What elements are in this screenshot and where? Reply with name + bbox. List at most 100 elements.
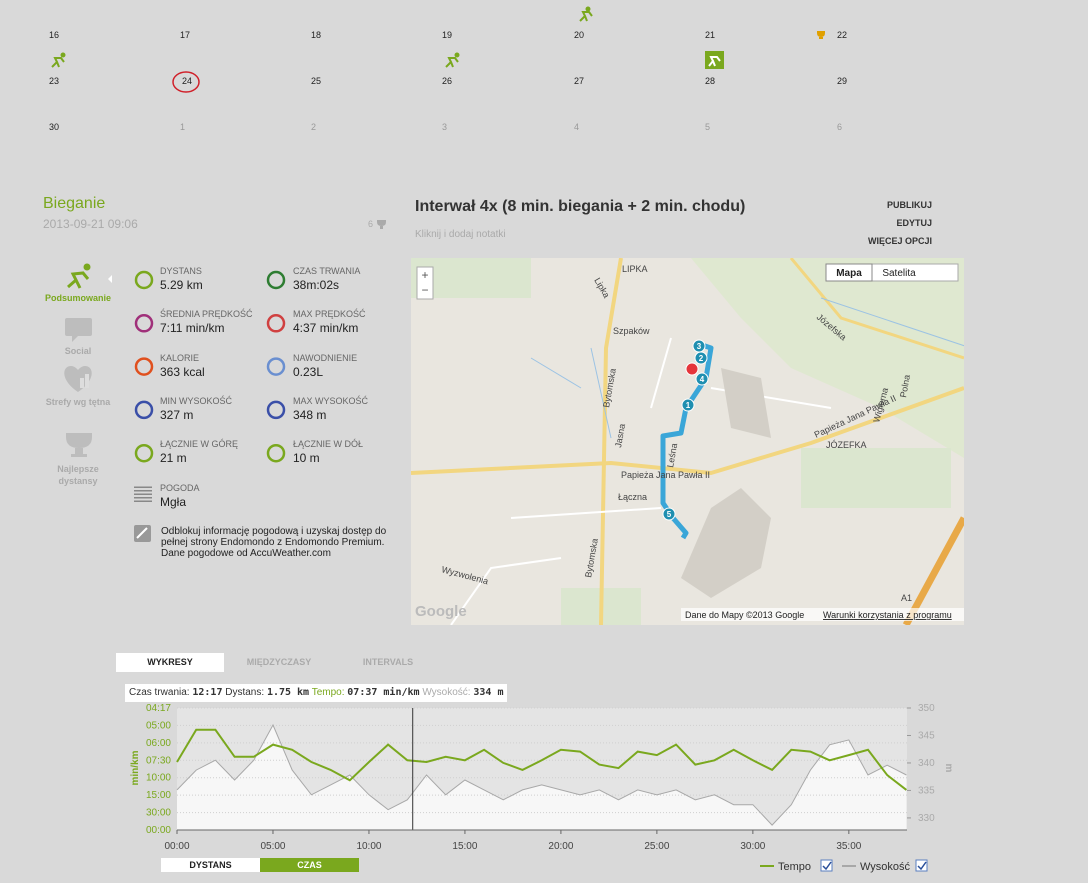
weather-text: Odblokuj informację pogodową i uzyskaj d… xyxy=(161,526,387,548)
y2-tick-label: 350 xyxy=(918,703,935,714)
info-value: 334 m xyxy=(473,687,504,698)
weather-source[interactable]: Dane pogodowe od AccuWeather.com xyxy=(161,548,331,559)
note-prompt[interactable]: Kliknij i dodaj notatki xyxy=(415,229,506,240)
calendar-day[interactable]: 26 xyxy=(442,76,453,86)
calendar-day[interactable]: 1 xyxy=(180,122,186,132)
calendar-day[interactable]: 28 xyxy=(705,76,716,86)
zoom-button[interactable]: − xyxy=(421,283,428,297)
action-link[interactable]: WIĘCEJ OPCJI xyxy=(867,236,932,246)
map-label: Łączna xyxy=(618,492,647,502)
route-marker xyxy=(695,372,709,386)
zoom-button[interactable]: + xyxy=(421,268,428,282)
axis-mode-button[interactable]: DYSTANS xyxy=(161,858,260,872)
run-icon xyxy=(445,52,460,68)
calendar-day[interactable]: 2 xyxy=(311,122,317,132)
calendar-day[interactable]: 5 xyxy=(705,122,711,132)
map-terms[interactable]: Warunki korzystania z programu xyxy=(823,610,952,620)
calendar-day[interactable]: 20 xyxy=(574,30,585,40)
calendar-icons xyxy=(51,6,825,93)
legend-checkbox[interactable] xyxy=(820,859,833,872)
stat-label: ŁĄCZNIE W GÓRĘ xyxy=(160,439,239,450)
elevation-area xyxy=(177,725,907,830)
calendar-day[interactable]: 22 xyxy=(837,30,848,40)
map[interactable]: Mapa Satelita+−LIPKALipkaSzpakówBytomskaB… xyxy=(411,258,964,625)
calendar-day[interactable]: 19 xyxy=(442,30,453,40)
calendar-day[interactable]: 17 xyxy=(180,30,191,40)
map-attribution: Dane do Mapy ©2013 Google xyxy=(685,610,804,620)
stat-value: 327 m xyxy=(160,407,194,422)
tempo-line xyxy=(176,728,908,791)
stat-value: 21 m xyxy=(160,451,187,466)
stat-icon xyxy=(134,443,154,463)
stat-value: 0.23L xyxy=(293,364,324,379)
calendar-day[interactable]: 4 xyxy=(574,122,580,132)
calendar-day[interactable]: 24 xyxy=(182,76,193,86)
stat-label: MAX PRĘDKOŚĆ xyxy=(293,309,366,320)
trophy-icon xyxy=(817,31,825,39)
stat-icon xyxy=(134,490,152,492)
route-marker-label: 4 xyxy=(700,375,705,384)
y2-tick-label: 345 xyxy=(918,730,935,741)
run-icon xyxy=(51,52,66,68)
stat-value: 348 m xyxy=(293,407,327,422)
weather-icon xyxy=(134,525,151,542)
sidebar-item[interactable]: Strefy wg tętna xyxy=(45,397,111,407)
stat-icon xyxy=(266,443,286,463)
elevation-line xyxy=(176,723,907,826)
sidebar-item[interactable]: Podsumowanie xyxy=(44,293,111,303)
map-type-button[interactable]: Mapa xyxy=(836,268,862,279)
y-tick-label: 30:00 xyxy=(146,808,171,819)
y-tick-label: 00:00 xyxy=(146,825,171,836)
map-label: Papieża Jana Pawła II xyxy=(621,470,710,480)
workout-title: Interwał 4x (8 min. biegania + 2 min. ch… xyxy=(415,198,746,215)
map-label: LIPKA xyxy=(622,264,648,274)
calendar-day[interactable]: 27 xyxy=(574,76,585,86)
chart-tab[interactable]: MIĘDZYCZASY xyxy=(246,657,312,667)
stat-label: POGODA xyxy=(160,482,200,493)
trophy-icon xyxy=(377,220,386,229)
stat-label: DYSTANS xyxy=(160,266,202,276)
map-label: Szpaków xyxy=(613,326,650,336)
y-tick-label: 10:00 xyxy=(146,773,171,784)
map-label: A1 xyxy=(901,593,912,603)
calendar-day[interactable]: 30 xyxy=(49,122,60,132)
route-marker-label: 3 xyxy=(697,342,702,351)
legend-checkbox[interactable] xyxy=(915,859,928,872)
stat-icons xyxy=(134,270,286,502)
stat-icon xyxy=(134,314,154,333)
y2-tick-label: 340 xyxy=(918,758,935,769)
run-glyph xyxy=(708,56,721,67)
action-link[interactable]: PUBLIKUJ xyxy=(886,200,932,210)
x-tick-label: 10:00 xyxy=(356,841,381,852)
calendar-day[interactable]: 25 xyxy=(311,76,322,86)
map-logo: Google xyxy=(415,603,467,620)
calendar-day[interactable]: 23 xyxy=(49,76,60,86)
sport: Bieganie xyxy=(43,195,106,212)
y-tick-label: 04:17 xyxy=(146,703,171,714)
calendar-day[interactable]: 18 xyxy=(311,30,322,40)
calendar-day[interactable]: 6 xyxy=(837,122,843,132)
stat-label: ŚREDNIA PRĘDKOŚĆ xyxy=(160,309,253,320)
sidebar-item[interactable]: Social xyxy=(64,346,92,356)
chart-tab[interactable]: WYKRESY xyxy=(116,653,224,672)
info-label: Dystans: xyxy=(225,687,265,698)
chart-tab[interactable]: INTERVALS xyxy=(362,657,414,667)
current-position xyxy=(685,362,699,376)
axis-mode-button[interactable]: CZAS xyxy=(260,858,359,872)
calendar-day[interactable]: 21 xyxy=(705,30,716,40)
stat-icon xyxy=(134,400,154,420)
action-link[interactable]: EDYTUJ xyxy=(896,218,932,228)
sidebar-item[interactable]: Najlepsze dystansy xyxy=(57,464,99,486)
run-icon-active xyxy=(705,51,724,69)
x-tick-label: 20:00 xyxy=(548,841,573,852)
stat-value: 7:11 min/km xyxy=(160,321,225,336)
map-type-button[interactable]: Satelita xyxy=(882,268,916,279)
calendar-day[interactable]: 29 xyxy=(837,76,848,86)
map-label: Polna xyxy=(898,374,912,398)
calendar-day[interactable]: 16 xyxy=(49,30,60,40)
calendar-day[interactable]: 3 xyxy=(442,122,448,132)
x-tick-label: 25:00 xyxy=(644,841,669,852)
map-label: JÓZEFKA xyxy=(826,440,867,450)
map-label: Jasna xyxy=(613,423,627,448)
